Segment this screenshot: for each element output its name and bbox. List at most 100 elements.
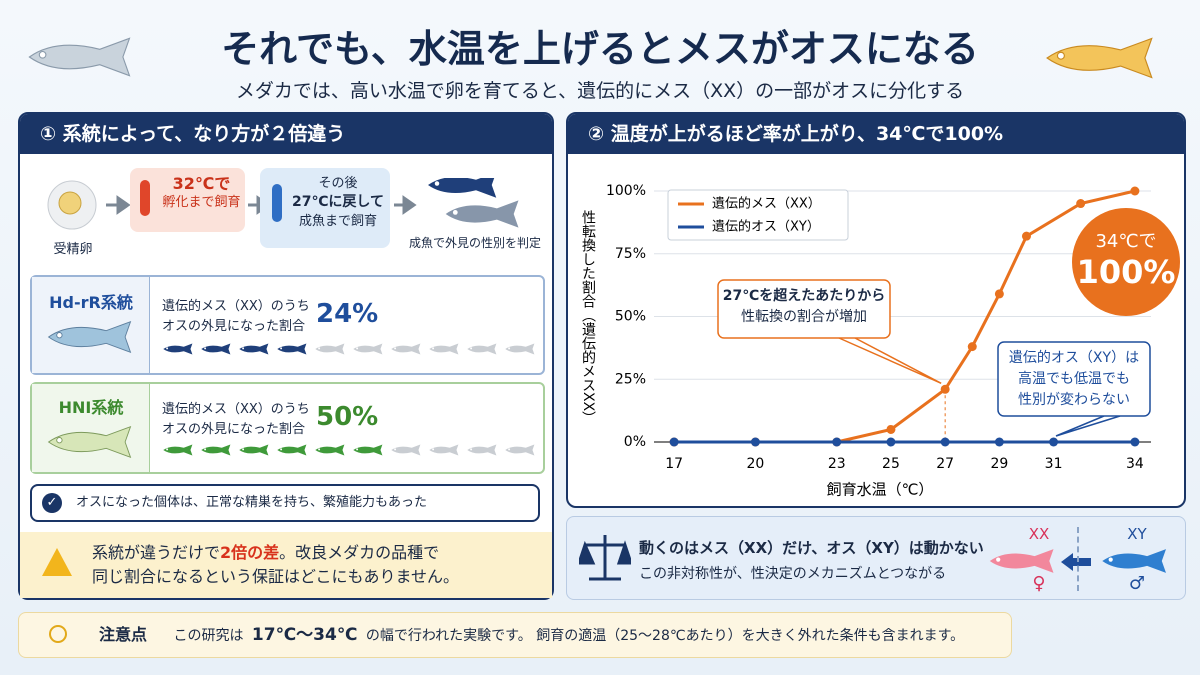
step-box-cool: その後 27℃に戻して 成魚まで飼育 bbox=[260, 168, 390, 248]
fish-icon bbox=[277, 343, 307, 355]
data-point bbox=[1021, 231, 1031, 241]
male-symbol: ♂ bbox=[1128, 573, 1146, 594]
panel-heading: ① 系統によって、なり方が２倍違う bbox=[20, 114, 552, 154]
x-tick-label: 17 bbox=[665, 456, 683, 472]
warning-box: 系統が違うだけで2倍の差。改良メダカの品種で 同じ割合になるという保証はどこにも… bbox=[20, 532, 552, 598]
x-tick-label: 20 bbox=[747, 456, 765, 472]
scale-icon bbox=[579, 535, 631, 581]
fish-icon bbox=[429, 444, 459, 456]
callout-text: 27℃を超えたあたりから bbox=[723, 287, 885, 304]
fish-icon bbox=[201, 343, 231, 355]
strain-card: HNI系統 遺伝的メス（XX）のうち オスの外見になった割合 50% bbox=[30, 382, 545, 474]
data-point bbox=[1130, 186, 1140, 196]
legend-box bbox=[667, 189, 849, 241]
fish-icon bbox=[505, 444, 535, 456]
callout-text: 遺伝的オス（XY）は bbox=[1009, 350, 1139, 366]
strain-card: Hd-rR系統 遺伝的メス（XX）のうち オスの外見になった割合 24% bbox=[30, 275, 545, 375]
text: オスの外見になった割合 bbox=[162, 422, 306, 437]
badge-text: 34℃で bbox=[1095, 231, 1156, 252]
badge-value: 100% bbox=[1077, 253, 1176, 291]
summary-line: 動くのはメス（XX）だけ、オス（XY）は動かない bbox=[639, 539, 984, 557]
x-tick-label: 34 bbox=[1126, 456, 1144, 472]
data-point bbox=[940, 384, 950, 394]
fish-icon bbox=[163, 444, 193, 456]
arrow bbox=[1061, 553, 1091, 571]
step-text: その後 bbox=[318, 176, 358, 191]
fish-icon bbox=[391, 343, 421, 355]
strain-rate: 24% bbox=[316, 299, 379, 329]
y-tick-label: 25% bbox=[615, 371, 646, 387]
fish-icon bbox=[315, 444, 345, 456]
step-text: 32℃で bbox=[172, 174, 231, 193]
text: 。改良メダカの品種で bbox=[279, 543, 440, 562]
y-tick-label: 0% bbox=[624, 434, 646, 450]
icon-row bbox=[163, 343, 535, 355]
warning-line: 系統が違うだけで2倍の差。改良メダカの品種で bbox=[92, 541, 552, 565]
data-point bbox=[1049, 437, 1059, 447]
footer-text: この研究は bbox=[173, 628, 244, 644]
data-point bbox=[832, 437, 842, 447]
header-fish-left bbox=[28, 37, 131, 77]
strain-rate: 50% bbox=[316, 402, 379, 432]
data-point bbox=[967, 342, 977, 352]
x-tick-label: 27 bbox=[936, 456, 954, 472]
thermometer bbox=[272, 184, 282, 222]
chart: 性転換した割合（遺伝的メスXX） 飼育水温（℃） 0% 25% 50% 75% 100%… bbox=[580, 183, 1180, 499]
y-tick-label: 50% bbox=[615, 309, 646, 325]
data-point bbox=[1130, 437, 1140, 447]
bulb-icon bbox=[49, 625, 67, 643]
arrow bbox=[106, 195, 131, 215]
strain-side bbox=[32, 277, 150, 373]
legend-label: 遺伝的オス（XY） bbox=[712, 219, 820, 235]
legend-label: 遺伝的メス（XX） bbox=[712, 196, 821, 212]
callout-text: 性別が変わらない bbox=[1018, 392, 1130, 408]
egg bbox=[58, 191, 82, 215]
step-label: 受精卵 bbox=[53, 242, 93, 257]
data-point bbox=[994, 437, 1004, 447]
data-point bbox=[1076, 199, 1086, 209]
strain-name: Hd-rR系統 bbox=[49, 293, 133, 312]
fish-icon bbox=[467, 343, 497, 355]
strain-fish bbox=[48, 321, 131, 353]
header-fish-right bbox=[1046, 37, 1153, 79]
fish-icon bbox=[315, 343, 345, 355]
step-text: 孵化まで飼育 bbox=[162, 195, 241, 210]
subtitle: メダカでは、高い水温で卵を育てると、遺伝的にメス（XX）の一部がオスに分化する bbox=[235, 80, 965, 102]
strain-desc: 遺伝的メス（XX）のうち オスの外見になった割合 bbox=[162, 400, 310, 440]
warning-line: 同じ割合になるという保証はどこにもありません。 bbox=[92, 567, 460, 586]
fish-icon bbox=[467, 444, 497, 456]
fish-male bbox=[428, 178, 497, 198]
footer-range: 17℃〜34℃ bbox=[251, 625, 358, 645]
step-label: 成魚で外見の性別を判定 bbox=[408, 236, 541, 250]
note-text: オスになった個体は、正常な精巣を持ち、繁殖能力もあった bbox=[76, 495, 428, 510]
female-symbol: ♀ bbox=[1032, 573, 1046, 594]
y-axis-label: 性転換した割合（遺伝的メスXX） bbox=[580, 210, 596, 425]
strain-desc: 遺伝的メス（XX）のうち オスの外見になった割合 bbox=[162, 297, 310, 337]
fish-icon bbox=[277, 444, 307, 456]
fish-icon bbox=[163, 343, 193, 355]
callout-text: 性転換の割合が増加 bbox=[741, 309, 867, 325]
data-point bbox=[886, 424, 896, 434]
y-tick-label: 75% bbox=[615, 246, 646, 262]
data-point bbox=[994, 289, 1004, 299]
text: 遺伝的メス（XX）のうち bbox=[162, 299, 310, 314]
step-text: 27℃に戻して bbox=[291, 194, 384, 210]
x-tick-label: 31 bbox=[1045, 456, 1063, 472]
data-point bbox=[940, 437, 950, 447]
step-text: 成魚まで飼育 bbox=[298, 214, 377, 229]
emphasis: 2倍の差 bbox=[220, 543, 280, 562]
x-tick-label: 29 bbox=[990, 456, 1008, 472]
icon-row bbox=[163, 444, 535, 456]
fish-icon bbox=[353, 343, 383, 355]
badge bbox=[1072, 208, 1180, 316]
footer: 注意点 この研究は 17℃〜34℃ の幅で行われた実験です。 飼育の適温（25〜… bbox=[18, 612, 1012, 658]
callout-pointer bbox=[838, 337, 942, 384]
x-tick-label: 25 bbox=[882, 456, 900, 472]
footer-label: 注意点 bbox=[99, 625, 148, 644]
strain-fish bbox=[48, 426, 131, 458]
warning-icon bbox=[42, 548, 72, 576]
fish-icon bbox=[429, 343, 459, 355]
text: 遺伝的メス（XX）のうち bbox=[162, 402, 310, 417]
